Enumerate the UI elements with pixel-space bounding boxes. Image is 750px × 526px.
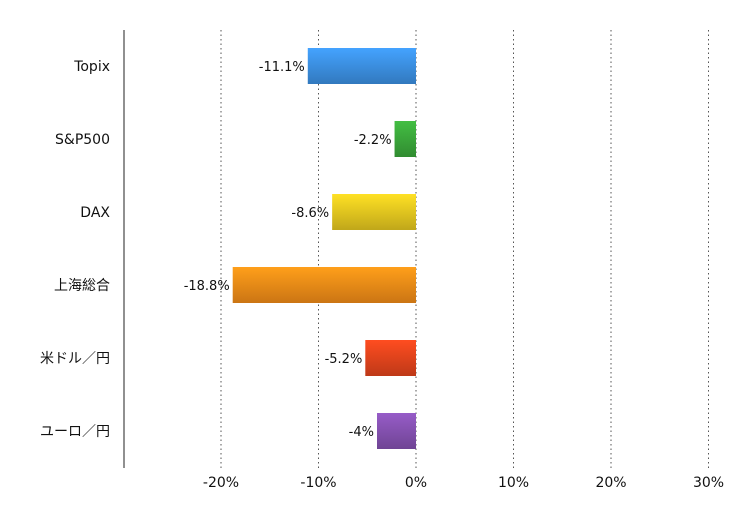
data-label: -5.2% [325, 352, 363, 367]
category-label: ユーロ／円 [40, 424, 110, 440]
category-label: 上海総合 [54, 278, 110, 294]
x-tick-label: -10% [300, 475, 336, 491]
x-tick-label: -20% [203, 475, 239, 491]
data-label: -4% [349, 425, 374, 440]
bar [377, 413, 416, 449]
data-label: -2.2% [354, 133, 392, 148]
x-tick-label: 20% [595, 475, 626, 491]
bar [365, 340, 416, 376]
category-label: S&P500 [55, 132, 110, 148]
category-label: DAX [80, 205, 110, 221]
bar [232, 267, 416, 303]
bar [394, 121, 416, 157]
x-tick-label: 0% [405, 475, 427, 491]
bar [332, 194, 416, 230]
data-label: -8.6% [291, 206, 329, 221]
bar [307, 48, 416, 84]
data-label: -18.8% [184, 279, 230, 294]
x-tick-labels: -20% -10% 0% 10% 20% 30% [203, 475, 724, 491]
x-tick-label: 30% [693, 475, 724, 491]
category-label: Topix [73, 59, 110, 75]
bars [232, 48, 416, 449]
grid-lines [220, 30, 709, 468]
value-labels: -11.1% -2.2% -8.6% -18.8% -5.2% -4% [184, 60, 392, 440]
x-tick-label: 10% [498, 475, 529, 491]
data-label: -11.1% [259, 60, 305, 75]
category-label: 米ドル／円 [40, 351, 110, 367]
